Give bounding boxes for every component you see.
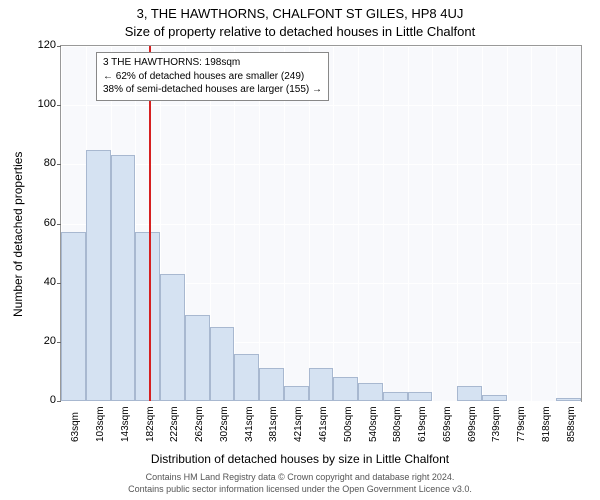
gridline-h: [61, 46, 581, 47]
histogram-bar: [135, 232, 160, 401]
histogram-bar: [309, 368, 334, 401]
gridline-v: [556, 46, 557, 401]
y-axis-label: Number of detached properties: [11, 152, 25, 317]
x-tick-label: 858sqm: [566, 406, 577, 442]
x-tick-label: 818sqm: [541, 406, 552, 442]
annotation-line1: 3 THE HAWTHORNS: 198sqm: [103, 56, 322, 70]
x-tick-label: 540sqm: [368, 406, 379, 442]
gridline-v: [457, 46, 458, 401]
x-tick-label: 103sqm: [95, 406, 106, 442]
histogram-bar: [160, 274, 185, 401]
footer-line1: Contains HM Land Registry data © Crown c…: [0, 472, 600, 484]
y-tick-label: 100: [38, 98, 56, 110]
x-tick-label: 421sqm: [293, 406, 304, 442]
chart-title-line1: 3, THE HAWTHORNS, CHALFONT ST GILES, HP8…: [0, 6, 600, 21]
x-tick-label: 739sqm: [491, 406, 502, 442]
gridline-v: [383, 46, 384, 401]
histogram-bar: [482, 395, 507, 401]
annotation-box: 3 THE HAWTHORNS: 198sqm ← 62% of detache…: [96, 52, 329, 101]
x-tick-label: 500sqm: [343, 406, 354, 442]
histogram-bar: [383, 392, 408, 401]
x-axis-label: Distribution of detached houses by size …: [0, 452, 600, 466]
gridline-v: [507, 46, 508, 401]
chart-title-line2: Size of property relative to detached ho…: [0, 24, 600, 39]
x-tick-label: 302sqm: [219, 406, 230, 442]
gridline-v: [358, 46, 359, 401]
annotation-line3: 38% of semi-detached houses are larger (…: [103, 83, 322, 97]
gridline-v: [482, 46, 483, 401]
histogram-bar: [61, 232, 86, 401]
histogram-bar: [234, 354, 259, 401]
x-tick-label: 262sqm: [194, 406, 205, 442]
chart-footer: Contains HM Land Registry data © Crown c…: [0, 472, 600, 495]
x-tick-label: 619sqm: [417, 406, 428, 442]
gridline-h: [61, 105, 581, 106]
histogram-bar: [111, 155, 136, 401]
x-tick-label: 659sqm: [442, 406, 453, 442]
footer-line2: Contains public sector information licen…: [0, 484, 600, 496]
x-tick-label: 182sqm: [145, 406, 156, 442]
histogram-bar: [457, 386, 482, 401]
gridline-h: [61, 164, 581, 165]
histogram-bar: [86, 150, 111, 401]
histogram-bar: [259, 368, 284, 401]
y-tick-label: 0: [50, 394, 56, 406]
gridline-h: [61, 224, 581, 225]
x-tick-label: 63sqm: [70, 412, 81, 442]
gridline-v: [333, 46, 334, 401]
gridline-v: [432, 46, 433, 401]
histogram-bar: [556, 398, 581, 401]
annotation-line2: ← 62% of detached houses are smaller (24…: [103, 70, 322, 84]
histogram-bar: [358, 383, 383, 401]
x-tick-label: 381sqm: [268, 406, 279, 442]
histogram-bar: [185, 315, 210, 401]
x-tick-label: 222sqm: [169, 406, 180, 442]
x-tick-label: 580sqm: [392, 406, 403, 442]
x-tick-label: 143sqm: [120, 406, 131, 442]
histogram-bar: [210, 327, 235, 401]
histogram-bar: [333, 377, 358, 401]
y-tick-label: 20: [44, 335, 56, 347]
plot-area: 3 THE HAWTHORNS: 198sqm ← 62% of detache…: [60, 45, 582, 402]
y-tick-label: 40: [44, 276, 56, 288]
y-tick-label: 120: [38, 39, 56, 51]
x-tick-label: 341sqm: [244, 406, 255, 442]
x-tick-label: 779sqm: [516, 406, 527, 442]
histogram-chart: 3, THE HAWTHORNS, CHALFONT ST GILES, HP8…: [0, 0, 600, 500]
gridline-v: [531, 46, 532, 401]
x-tick-label: 461sqm: [318, 406, 329, 442]
x-tick-label: 699sqm: [467, 406, 478, 442]
y-tick-mark: [57, 401, 61, 402]
y-tick-label: 60: [44, 217, 56, 229]
gridline-v: [408, 46, 409, 401]
histogram-bar: [284, 386, 309, 401]
gridline-h: [61, 401, 581, 402]
histogram-bar: [408, 392, 433, 401]
y-tick-label: 80: [44, 157, 56, 169]
